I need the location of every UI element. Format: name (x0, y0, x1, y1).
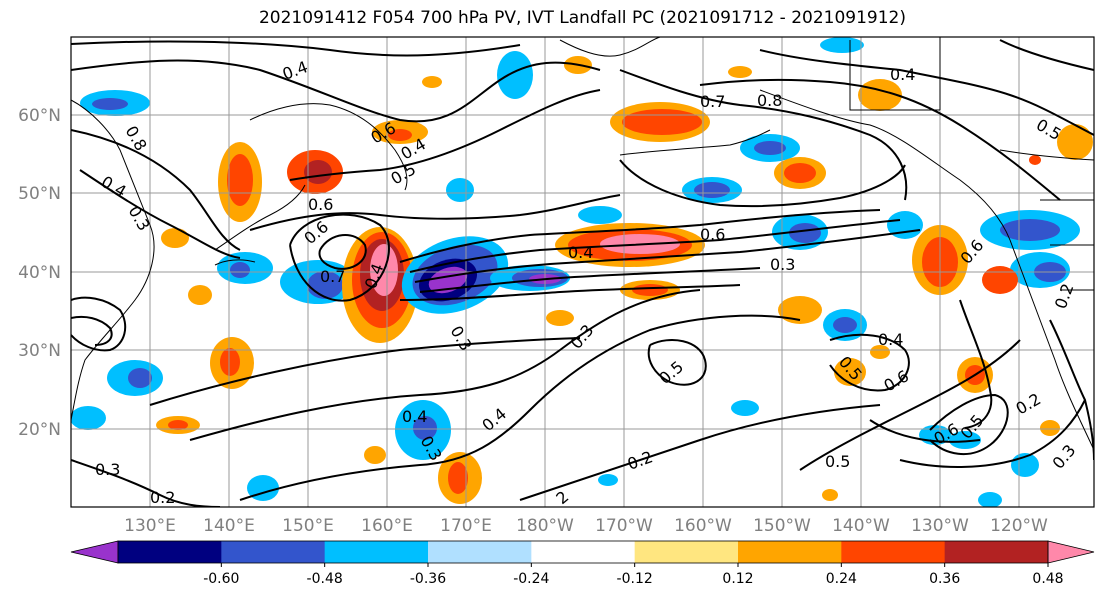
colorbar-tick-label: -0.60 (203, 571, 239, 587)
contour-label: 0.6 (700, 225, 725, 244)
lon-label: 120°W (990, 516, 1048, 536)
lat-label: 30°N (18, 341, 61, 361)
contour-label: 0.4 (878, 330, 903, 349)
contour-label: 0.6 (308, 195, 333, 214)
colorbar-tick-label: -0.48 (307, 571, 343, 587)
colorbar-extend-high (1047, 540, 1095, 564)
contour-label: 0.4 (890, 65, 915, 84)
contour-label: 0.7 (320, 267, 345, 286)
colorbar-bin (428, 541, 532, 563)
map-title: 2021091412 F054 700 hPa PV, IVT Landfall… (258, 8, 906, 28)
lat-label: 50°N (18, 184, 61, 204)
colorbar-bin (841, 541, 946, 563)
colorbar-bin (324, 541, 429, 563)
lon-label: 160°W (674, 516, 732, 536)
lon-label: 160°E (361, 516, 413, 536)
contour-lines (71, 39, 1094, 507)
contour-label: 0.8 (757, 91, 782, 110)
contour-label: 0.2 (150, 488, 175, 507)
lon-axis: 130°E 140°E 150°E 160°E 170°E 180°W 170°… (124, 516, 1048, 536)
colorbar-extend-low (70, 540, 119, 564)
colorbar-tick-label: 0.12 (722, 571, 753, 587)
lon-label: 130°W (911, 516, 969, 536)
colorbar-bin (738, 541, 842, 563)
lon-label: 170°W (595, 516, 653, 536)
lat-axis: 60°N 50°N 40°N 30°N 20°N (18, 106, 61, 440)
lat-label: 20°N (18, 420, 61, 440)
contour-label: 0.4 (568, 243, 593, 262)
colorbar: -0.60 -0.48 -0.36 -0.24 -0.12 0.12 0.24 0.36 0.4… (70, 540, 1095, 587)
contour-label: 0.7 (700, 92, 725, 111)
colorbar-tick-label: 0.24 (826, 571, 857, 587)
lon-label: 150°W (753, 516, 811, 536)
colorbar-outline (117, 540, 1049, 564)
contour-label: 0.4 (402, 407, 427, 426)
graticule (71, 37, 1094, 507)
contour-label: 0.3 (95, 460, 120, 479)
lon-label: 170°E (440, 516, 492, 536)
contour-label: 0.3 (770, 255, 795, 274)
lat-label: 60°N (18, 106, 61, 126)
contour-label: 0.5 (825, 452, 850, 471)
plot-frame (70, 36, 1095, 508)
lat-label: 40°N (18, 263, 61, 283)
coastlines (71, 37, 1094, 451)
lon-label: 180°W (516, 516, 574, 536)
colorbar-bin (221, 541, 326, 563)
colorbar-bin (531, 541, 636, 563)
colorbar-bin (118, 541, 222, 563)
colorbar-bin (944, 541, 1049, 563)
colorbar-bin (634, 541, 739, 563)
colorbar-tick-label: -0.36 (410, 571, 446, 587)
lon-label: 140°E (203, 516, 255, 536)
lon-label: 130°E (124, 516, 176, 536)
colorbar-tick-label: -0.12 (617, 571, 653, 587)
lon-label: 150°E (282, 516, 334, 536)
colorbar-tick-label: -0.24 (513, 571, 549, 587)
colorbar-tick-label: 0.48 (1032, 571, 1063, 587)
lon-label: 140°W (832, 516, 890, 536)
colorbar-tick-label: 0.36 (929, 571, 960, 587)
